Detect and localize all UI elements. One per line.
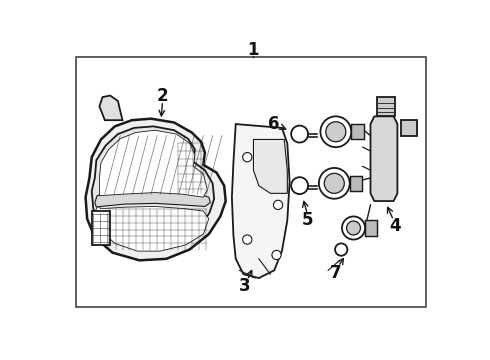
Bar xyxy=(365,220,377,236)
Polygon shape xyxy=(95,190,210,207)
Text: 1: 1 xyxy=(247,41,258,59)
Circle shape xyxy=(272,250,281,260)
Circle shape xyxy=(291,126,308,143)
Text: 5: 5 xyxy=(301,211,313,229)
Polygon shape xyxy=(93,206,209,251)
Circle shape xyxy=(319,168,350,199)
Circle shape xyxy=(342,216,365,239)
Polygon shape xyxy=(232,124,290,278)
Text: 4: 4 xyxy=(389,217,401,235)
Text: 7: 7 xyxy=(330,264,342,282)
Polygon shape xyxy=(99,95,122,120)
Circle shape xyxy=(335,243,347,256)
Text: 6: 6 xyxy=(268,115,279,133)
Circle shape xyxy=(243,235,252,244)
Bar xyxy=(401,120,416,136)
Polygon shape xyxy=(253,139,287,193)
Polygon shape xyxy=(92,211,110,245)
Polygon shape xyxy=(86,119,226,260)
Circle shape xyxy=(291,177,308,194)
Circle shape xyxy=(326,122,346,142)
Polygon shape xyxy=(92,126,214,248)
Circle shape xyxy=(346,221,361,235)
Circle shape xyxy=(320,116,351,147)
Bar xyxy=(350,176,362,191)
Circle shape xyxy=(273,200,283,210)
Bar xyxy=(351,124,364,139)
Circle shape xyxy=(243,153,252,162)
Text: 3: 3 xyxy=(239,277,251,295)
Text: 2: 2 xyxy=(157,86,169,104)
Bar xyxy=(377,97,395,116)
Polygon shape xyxy=(99,130,207,197)
Circle shape xyxy=(324,173,344,193)
Polygon shape xyxy=(370,116,397,201)
